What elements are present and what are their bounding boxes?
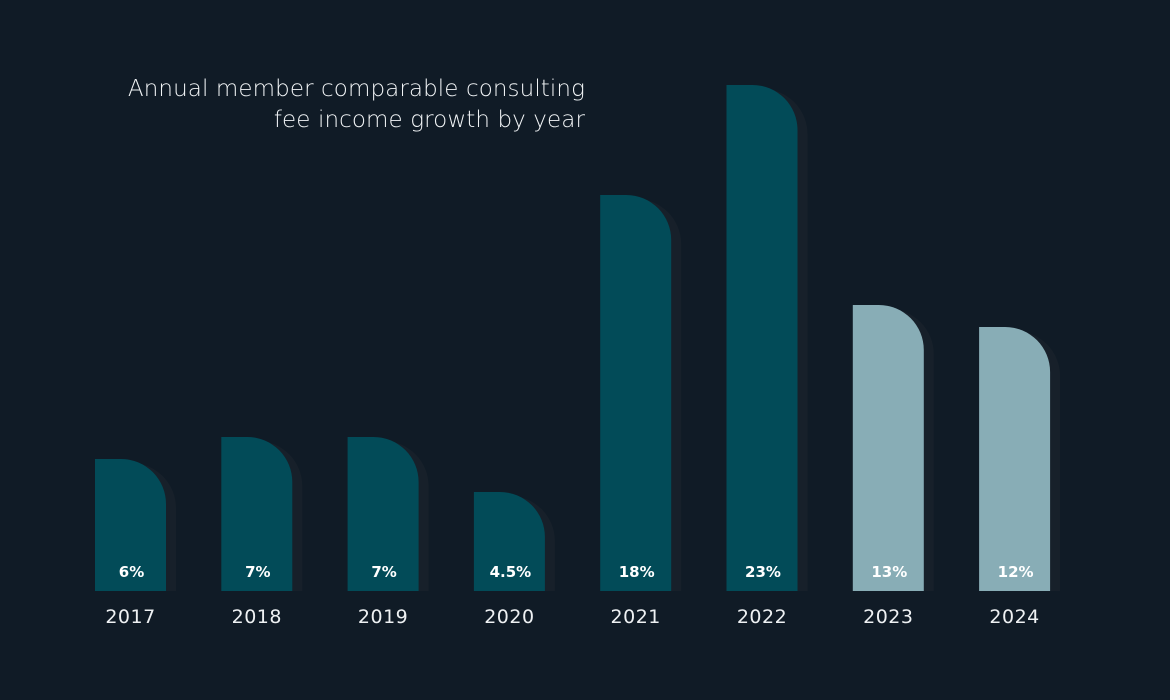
bar-value-label-2023: 13% xyxy=(871,563,907,581)
bar-2017 xyxy=(95,459,166,591)
x-tick-label-2018: 2018 xyxy=(232,606,282,628)
bar-value-label-2024: 12% xyxy=(998,563,1034,581)
bar-2022 xyxy=(726,85,798,591)
x-tick-label-2024: 2024 xyxy=(989,606,1039,628)
chart-title-line-2: fee income growth by year xyxy=(273,107,585,133)
x-tick-label-2021: 2021 xyxy=(611,606,661,628)
x-tick-label-2023: 2023 xyxy=(863,606,913,628)
bar-value-label-2018: 7% xyxy=(245,563,270,581)
x-tick-label-2019: 2019 xyxy=(358,606,408,628)
x-tick-label-2022: 2022 xyxy=(737,606,787,628)
bar-2020 xyxy=(473,492,545,591)
bar-2023 xyxy=(852,305,924,591)
chart-title: Annual member comparable consulting fee … xyxy=(65,74,585,136)
bar-2021 xyxy=(600,195,672,591)
bar-value-label-2021: 18% xyxy=(619,563,655,581)
bar-2018 xyxy=(221,437,293,591)
chart-title-line-1: Annual member comparable consulting xyxy=(127,76,585,102)
bar-value-label-2020: 4.5% xyxy=(490,563,532,581)
bar-2019 xyxy=(347,437,419,591)
x-tick-label-2020: 2020 xyxy=(484,606,534,628)
x-tick-label-2017: 2017 xyxy=(105,606,155,628)
bar-2024 xyxy=(979,327,1051,591)
bar-value-label-2019: 7% xyxy=(371,563,396,581)
bar-value-label-2017: 6% xyxy=(119,563,144,581)
bar-value-label-2022: 23% xyxy=(745,563,781,581)
